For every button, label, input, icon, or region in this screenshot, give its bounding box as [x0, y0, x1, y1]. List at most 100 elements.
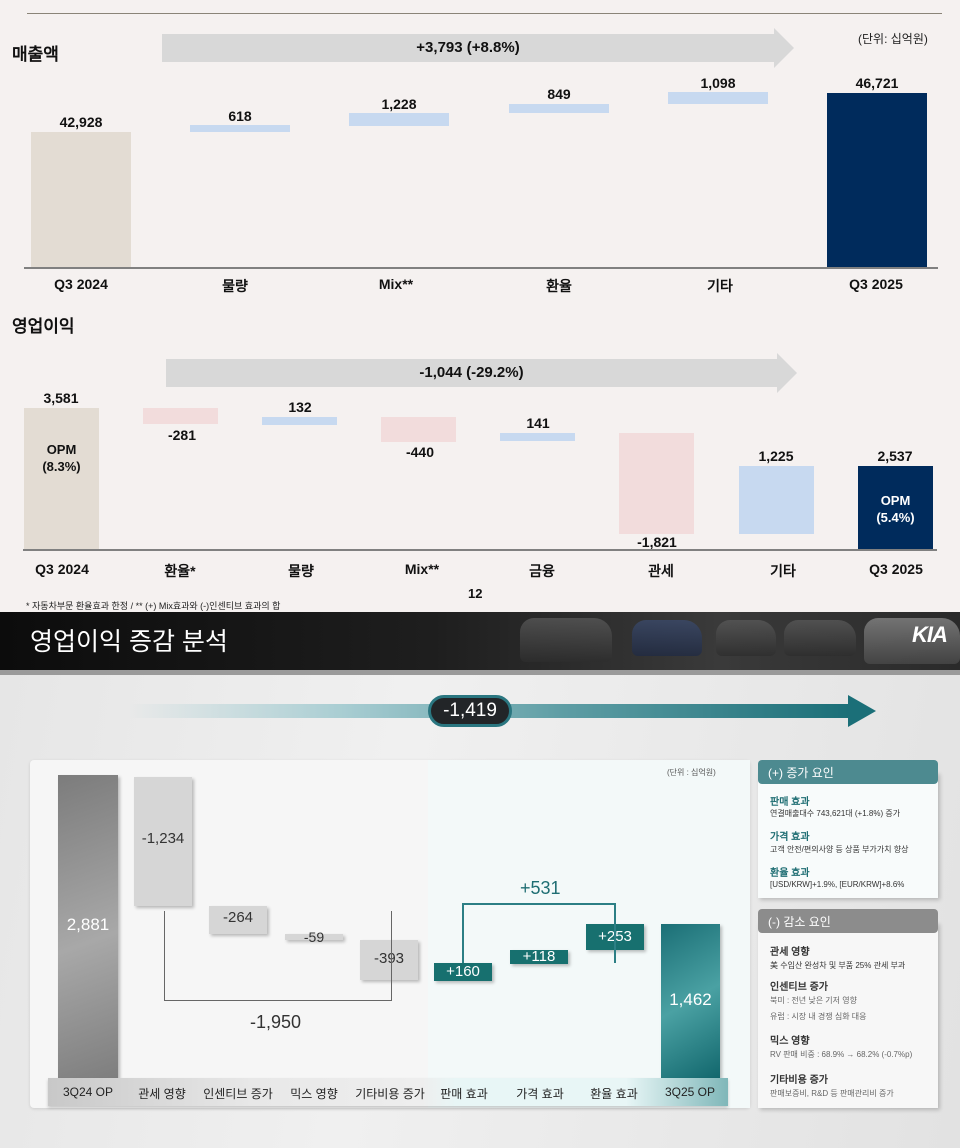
bar-value: -1,821	[637, 534, 677, 550]
car-image	[864, 618, 960, 664]
category-label: 판매 효과	[440, 1087, 488, 1101]
unit-label: (단위 : 십억원)	[667, 768, 716, 777]
op-axis	[23, 549, 937, 551]
factor-text: [USD/KRW]+1.9%, [EUR/KRW]+8.6%	[770, 880, 905, 889]
banner-strip	[0, 670, 960, 675]
bar-value: +160	[446, 963, 480, 980]
kia-logo: KIA	[912, 622, 948, 647]
bar-other-cost: -393	[360, 940, 418, 980]
revenue-bar-q3-2025	[827, 93, 927, 269]
bar-value: -440	[405, 444, 435, 460]
bar-value: 1,228	[381, 96, 417, 112]
footnote: * 자동차부문 환율효과 한정 / ** (+) Mix효과와 (-)인센티브 …	[26, 601, 281, 611]
bar-value: 141	[526, 415, 550, 431]
bar-value: 618	[228, 108, 252, 124]
factor-heading: 관세 영향	[770, 947, 810, 958]
revenue-bar-mix	[349, 113, 449, 126]
bar-value: 132	[288, 399, 312, 415]
category-label: 기타	[770, 563, 796, 579]
category-label: 환율	[546, 278, 572, 294]
revenue-bar-q3-2024	[31, 132, 131, 268]
category-label: 물량	[222, 278, 248, 294]
category-label: Q3 2024	[35, 561, 89, 577]
bar-value: 2,537	[877, 448, 913, 464]
factor-text: 연결매출대수 743,621대 (+1.8%) 증가	[770, 809, 901, 818]
op-bar-mix	[381, 417, 456, 442]
op-change-arrow: -1,044 (-29.2%)	[166, 353, 797, 393]
opm-value: (5.4%)	[876, 510, 915, 525]
positive-sum-label: +531	[520, 878, 561, 898]
op-bar-volume	[262, 417, 337, 425]
revenue-bar-fx	[509, 104, 609, 113]
bar-value: 46,721	[855, 75, 899, 91]
category-label: 기타비용 증가	[355, 1087, 425, 1101]
bar-value: 42,928	[59, 114, 103, 130]
bar-value: 3,581	[43, 390, 79, 406]
bar-sales: +160	[434, 963, 492, 981]
factor-heading: 가격 효과	[770, 832, 810, 843]
revenue-change-label: +3,793 (+8.8%)	[416, 39, 520, 56]
revenue-bar-volume	[190, 125, 290, 132]
category-label: 기타	[707, 278, 733, 294]
bar-value: -1,234	[141, 830, 185, 847]
page-number: 12	[468, 586, 483, 601]
category-label: Q3 2024	[54, 276, 108, 292]
bar-3q25-op: 1,462	[661, 924, 720, 1078]
category-label: Mix**	[404, 561, 440, 577]
factor-text: 고객 안전/편의사양 등 상품 부가가치 향상	[770, 845, 909, 854]
car-image	[520, 618, 612, 662]
category-label: 환율 효과	[590, 1087, 638, 1101]
negative-sum-label: -1,950	[250, 1012, 302, 1032]
category-label: 가격 효과	[516, 1087, 564, 1101]
factor-heading: 환율 효과	[770, 868, 810, 879]
slide-title: 영업이익 증감 분석	[30, 628, 228, 656]
factor-heading: 판매 효과	[770, 797, 810, 808]
op-title: 영업이익	[12, 317, 75, 336]
category-strip	[48, 1078, 728, 1106]
bar-value: -393	[373, 950, 405, 967]
factor-heading: 믹스 영향	[770, 1036, 810, 1047]
bar-value: 1,462	[669, 990, 712, 1009]
increase-factors-header: (+) 증가 요인	[758, 760, 938, 784]
op-bar-tariff	[619, 433, 694, 534]
factor-text: RV 판매 비중 : 68.9% → 68.2% (-0.7%p)	[770, 1050, 913, 1059]
car-image	[784, 620, 856, 656]
category-label: 인센티브 증가	[203, 1087, 273, 1101]
header-rule	[27, 13, 942, 14]
bar-value: 2,881	[66, 915, 110, 934]
opm-end: OPM (5.4%)	[858, 492, 933, 526]
category-label: 금융	[529, 563, 555, 579]
factor-heading: 기타비용 증가	[770, 1075, 828, 1086]
op-change-label: -1,044 (-29.2%)	[419, 364, 524, 381]
factor-text: 美 수입산 완성차 및 부품 25% 관세 부과	[770, 961, 906, 970]
bar-value: 1,098	[700, 75, 736, 91]
category-label: 관세 영향	[138, 1087, 186, 1101]
bar-value: 1,225	[758, 448, 794, 464]
factor-text: 유럽 : 시장 내 경쟁 심화 대응	[770, 1012, 867, 1021]
bar-value: +118	[522, 948, 556, 965]
category-label: 3Q25 OP	[664, 1085, 716, 1099]
decrease-factors-box	[758, 922, 938, 1108]
revenue-change-arrow: +3,793 (+8.8%)	[162, 28, 794, 68]
opm-label: OPM	[880, 493, 911, 508]
car-image	[716, 620, 776, 656]
revenue-bar-other	[668, 92, 768, 104]
bar-value: 849	[547, 86, 571, 102]
total-change-badge: -1,419	[428, 695, 512, 727]
factor-text: 판매보증비, R&D 등 판매관리비 증가	[770, 1089, 894, 1098]
revenue-title: 매출액	[12, 45, 59, 64]
op-bar-q3-2025	[858, 466, 933, 551]
bar-3q24-op: 2,881	[58, 775, 118, 1078]
bar-mix: -59	[285, 930, 343, 944]
category-label: Q3 2025	[849, 276, 903, 292]
opm-label: OPM	[46, 442, 77, 457]
category-label: Q3 2025	[869, 561, 923, 577]
opm-value: (8.3%)	[42, 459, 81, 474]
bar-value: -59	[303, 929, 325, 945]
factor-text: 북미 : 전년 낮은 기저 영향	[770, 996, 857, 1005]
unit-label: (단위: 십억원)	[858, 32, 928, 46]
increase-factors-box	[758, 772, 938, 898]
positive-bracket	[462, 903, 616, 963]
bar-incentive: -264	[209, 906, 267, 934]
category-label: 3Q24 OP	[62, 1085, 114, 1099]
